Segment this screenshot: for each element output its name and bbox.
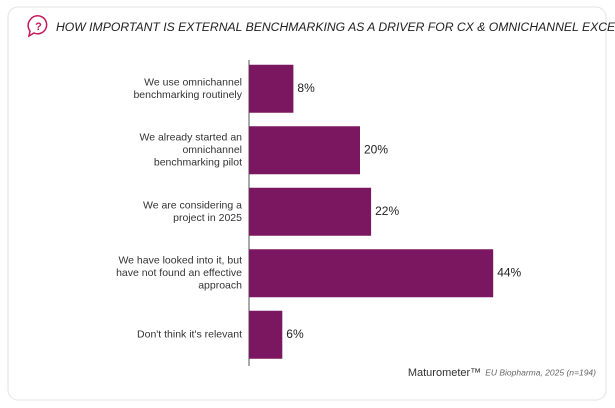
bar: [249, 126, 360, 175]
category-label: We use omnichannel: [144, 76, 242, 88]
category-label: omnichannel: [182, 144, 242, 156]
question-icon: ?: [27, 15, 48, 38]
category-label: have not found an effective: [116, 267, 242, 279]
category-label: We have looked into it, but: [118, 255, 242, 267]
value-label: 6%: [286, 327, 304, 341]
category-label: We already started an: [139, 132, 242, 144]
value-label: 8%: [297, 81, 315, 95]
source-brand: Maturometer™: [408, 367, 481, 379]
source-note: EU Biopharma, 2025 (n=194): [485, 367, 596, 377]
category-label: benchmarking pilot: [154, 157, 242, 169]
bar: [249, 187, 372, 236]
bar: [249, 64, 294, 113]
category-label: approach: [198, 280, 242, 292]
value-label: 44%: [497, 265, 521, 279]
bar: [249, 310, 283, 359]
category-label: project in 2025: [173, 212, 242, 224]
svg-text:?: ?: [35, 21, 42, 33]
category-label: We are considering a: [143, 199, 242, 211]
chart-title: HOW IMPORTANT IS EXTERNAL BENCHMARKING A…: [56, 20, 615, 34]
category-label: benchmarking routinely: [133, 89, 242, 101]
category-label: Don't think it's relevant: [137, 329, 242, 341]
bar: [249, 249, 494, 298]
value-label: 20%: [364, 142, 388, 156]
value-label: 22%: [375, 204, 399, 218]
